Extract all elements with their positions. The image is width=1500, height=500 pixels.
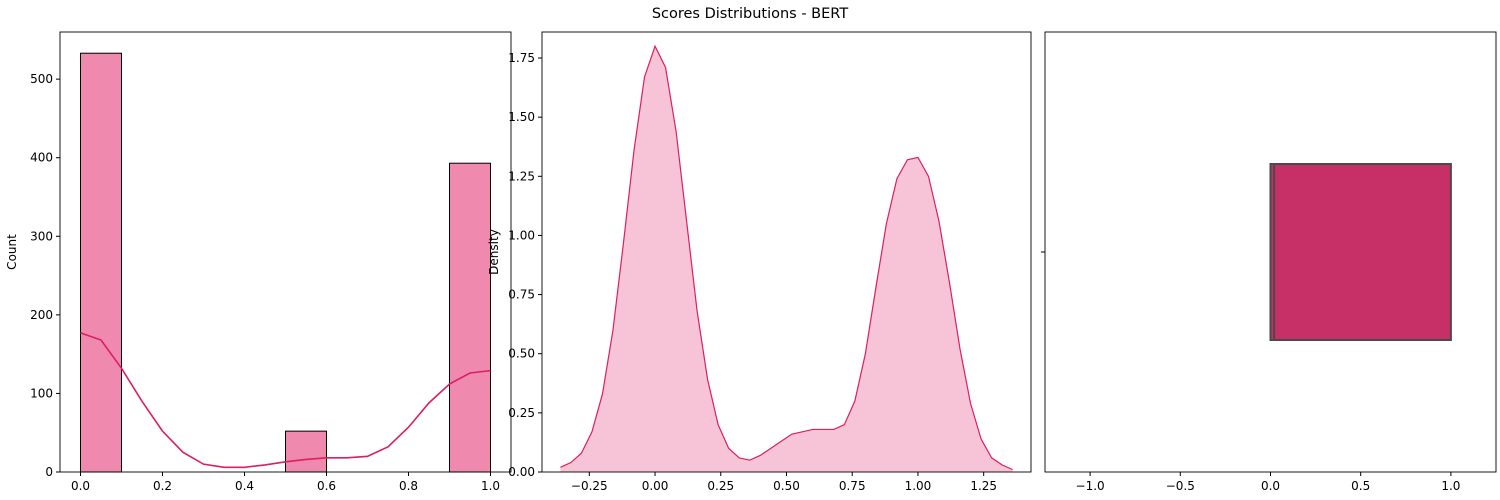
plot-frame: [59, 31, 512, 473]
plot-frame: [541, 31, 1032, 473]
y-tick-label: 1.75: [508, 51, 535, 65]
kde-panel: −0.25 0.00 0.25 0.50 0.75 1.00 1.25 0.00 0.25 0.5…: [487, 31, 1032, 493]
y-tick-label: 500: [30, 72, 53, 86]
kde-line: [80, 332, 491, 469]
y-tick-label: 0.75: [508, 288, 535, 302]
y-tick-label: 100: [30, 386, 53, 400]
y-tick-label: 0.50: [508, 347, 535, 361]
histogram-bar: [449, 162, 491, 473]
x-tick-label: 0.50: [773, 479, 800, 493]
histogram-bar: [285, 430, 327, 473]
kde-area: [560, 46, 1013, 472]
x-tick-label: 0.2: [153, 479, 172, 493]
y-tick-label: 1.00: [508, 228, 535, 242]
x-tick-label: −1.0: [1076, 479, 1105, 493]
x-tick-label: 1.0: [481, 479, 500, 493]
x-tick-label: 0.25: [707, 479, 734, 493]
y-tick-label: 1.50: [508, 110, 535, 124]
x-tick-label: 0.6: [317, 479, 336, 493]
x-tick-label: 0.00: [642, 479, 669, 493]
y-tick-label: 1.25: [508, 169, 535, 183]
y-tick-label: 300: [30, 229, 53, 243]
x-tick-label: 1.0: [1441, 479, 1460, 493]
box-iqr: [1269, 163, 1452, 341]
x-tick-label: 0.75: [839, 479, 866, 493]
y-tick-label: 400: [30, 151, 53, 165]
x-tick-label: 0.0: [1261, 479, 1280, 493]
x-tick-label: 0.5: [1351, 479, 1370, 493]
x-tick-label: −0.5: [1166, 479, 1195, 493]
boxplot-panel: −1.0 −0.5 0.0 0.5 1.0: [1041, 31, 1497, 493]
x-tick-label: −0.25: [571, 479, 608, 493]
x-tick-label: 1.25: [970, 479, 997, 493]
histogram-bar: [80, 52, 122, 473]
x-tick-label: 0.8: [399, 479, 418, 493]
histogram-panel: 0.0 0.2 0.4 0.6 0.8 1.0 0 100 200 300 400 500 Count: [5, 31, 512, 493]
plot-frame: [1044, 31, 1497, 473]
y-tick-label: 0.00: [508, 465, 535, 479]
x-tick-label: 0.0: [71, 479, 90, 493]
kde-line: [560, 44, 1013, 471]
figure-title: Scores Distributions - BERT: [652, 6, 849, 22]
y-axis-label: Count: [5, 234, 19, 270]
y-axis-label: Density: [487, 229, 501, 275]
y-tick-label: 0.25: [508, 406, 535, 420]
y-tick-label: 0: [45, 465, 53, 479]
x-tick-label: 0.4: [235, 479, 254, 493]
x-tick-label: 1.00: [905, 479, 932, 493]
y-tick-label: 200: [30, 308, 53, 322]
